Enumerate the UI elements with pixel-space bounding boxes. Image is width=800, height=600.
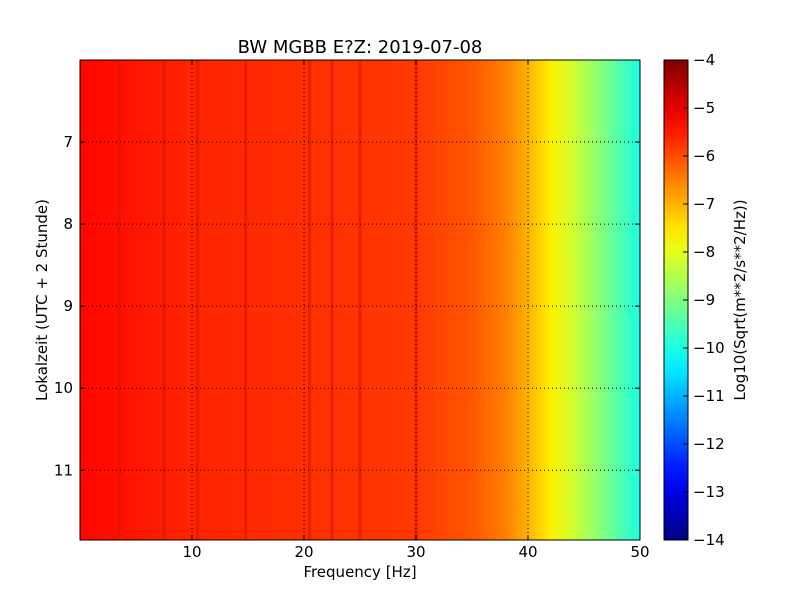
plot-area	[79, 59, 641, 541]
x-tick-label: 30	[406, 543, 425, 561]
y-axis-label: Lokalzeit (UTC + 2 Stunde)	[33, 199, 51, 401]
colorbar-tick-label: −7	[693, 195, 715, 213]
y-tick-label: 10	[54, 379, 73, 397]
colorbar-tick-label: −12	[693, 435, 725, 453]
y-tick-label: 8	[63, 215, 73, 233]
colorbar-tick-label: −11	[693, 387, 725, 405]
colorbar-ticks: −4 −5 −6 −7 −8 −9 −10 −11 −12 −13 −14	[683, 51, 725, 549]
x-axis-label: Frequency [Hz]	[303, 563, 416, 581]
colorbar-label: Log10(Sqrt(m**2/s**2/Hz))	[731, 199, 749, 400]
x-tick-label: 40	[518, 543, 537, 561]
colorbar-tick-label: −13	[693, 483, 725, 501]
colorbar-tick-label: −4	[693, 51, 715, 69]
x-axis: 10 20 30 40 50	[182, 60, 650, 561]
colorbar-tick-label: −5	[693, 99, 715, 117]
colorbar-tick-label: −14	[693, 531, 725, 549]
colorbar: −4 −5 −6 −7 −8 −9 −10 −11 −12 −13 −14 Log10(Sqrt(m…	[663, 51, 749, 549]
y-tick-label: 7	[63, 133, 73, 151]
y-tick-label: 9	[63, 297, 73, 315]
grid	[80, 60, 640, 540]
chart-title: BW MGBB E?Z: 2019-07-08	[238, 37, 483, 58]
x-tick-label: 20	[294, 543, 313, 561]
colorbar-tick-label: −6	[693, 147, 715, 165]
colorbar-tick-label: −9	[693, 291, 715, 309]
x-tick-label: 50	[630, 543, 649, 561]
y-tick-label: 11	[54, 461, 73, 479]
colorbar-tick-label: −8	[693, 243, 715, 261]
x-tick-label: 10	[182, 543, 201, 561]
plot-frame	[79, 59, 641, 541]
y-axis: 7 8 9 10 11	[54, 133, 640, 479]
colorbar-tick-label: −10	[693, 339, 725, 357]
